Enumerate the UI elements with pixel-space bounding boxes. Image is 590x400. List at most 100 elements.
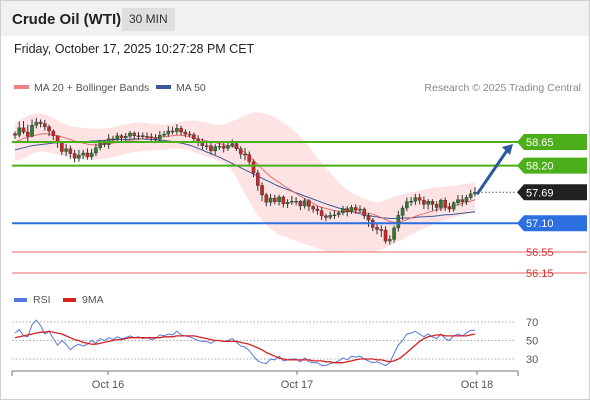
candle-body [170,130,175,133]
candle-body [213,146,217,152]
candle [247,151,252,167]
candle-body [51,130,56,136]
candle [375,222,379,235]
candle-body [38,121,43,124]
candle [260,182,264,202]
candle [307,199,311,212]
candle [264,192,269,207]
candle [396,210,401,232]
candle [21,121,26,135]
candle [132,131,137,140]
candle [294,197,298,206]
candle [413,193,418,205]
candle [447,202,452,213]
candle-body [247,154,252,163]
candle [72,149,77,163]
candle [315,205,320,215]
candle-body [183,131,188,135]
candle [336,210,341,218]
candle-body [392,227,396,240]
candle-body [217,145,222,148]
candle-body [366,215,371,221]
candle-body [383,229,388,242]
candle [89,148,94,160]
candle [332,210,337,220]
candle-body [341,208,345,213]
candle [405,197,409,212]
candle [251,159,256,178]
interval-button[interactable]: 30 MIN [122,8,175,31]
candle-body [21,127,26,133]
candle-body [290,201,294,203]
candle [451,201,456,212]
rsi-line [14,319,475,367]
candle-body [426,201,430,205]
candle [392,225,396,243]
candle [47,124,51,137]
candle-body [162,133,166,136]
level-label-56.15: 56.15 [526,268,554,280]
candle-body [230,143,235,146]
level-label-58.65: 58.65 [526,137,554,149]
candle [243,147,247,161]
candle [115,132,120,142]
candle-body [153,137,158,140]
candle [123,133,128,141]
candle-body [260,185,264,196]
candle [213,144,217,156]
candle-body [243,153,247,156]
candle [43,119,47,131]
candle-body [221,145,226,149]
level-label-57.10: 57.10 [526,218,554,230]
attribution: Research © 2025 Trading Central [424,82,581,94]
candle-body [388,239,392,242]
candle [417,193,422,205]
candle-body [298,201,303,207]
candle [430,199,435,211]
candle-body [319,210,324,217]
candle-body [55,135,60,144]
candle-body [273,197,277,202]
candle-body [123,136,128,139]
candle-body [302,200,307,207]
candle-body [89,152,94,157]
candle [217,142,222,150]
bollinger-band [15,112,475,252]
candle-body [328,215,332,218]
candle-body [434,204,439,208]
candle-body [47,126,51,132]
candle-body [439,199,443,208]
legend-swatch-9ma [63,298,76,302]
candle [341,205,345,216]
candle-body [324,215,328,218]
candle [426,199,430,210]
candle-body [251,161,256,174]
candle-body [72,153,77,159]
candle-body [417,197,422,201]
candle [17,121,22,138]
candle-body [43,123,47,128]
current-price-tag [517,184,587,201]
candle [145,132,149,139]
candle [192,132,196,142]
candle-body [456,199,460,203]
candle-body [187,133,192,136]
candle-body [115,135,120,140]
rsi-tick-label: 50 [526,336,538,348]
candle [434,201,439,212]
candle-body [226,145,230,149]
candle-body [81,152,85,156]
candle-body [34,121,39,126]
candle [319,206,324,221]
candle [179,125,183,136]
candle [345,205,350,217]
candle-body [447,206,452,210]
rsi-tick-label: 70 [526,317,538,329]
candle [170,126,175,135]
candle [255,169,260,191]
candle [221,143,226,153]
candle [149,133,154,143]
candle-body [413,197,418,202]
candle-body [422,199,426,205]
